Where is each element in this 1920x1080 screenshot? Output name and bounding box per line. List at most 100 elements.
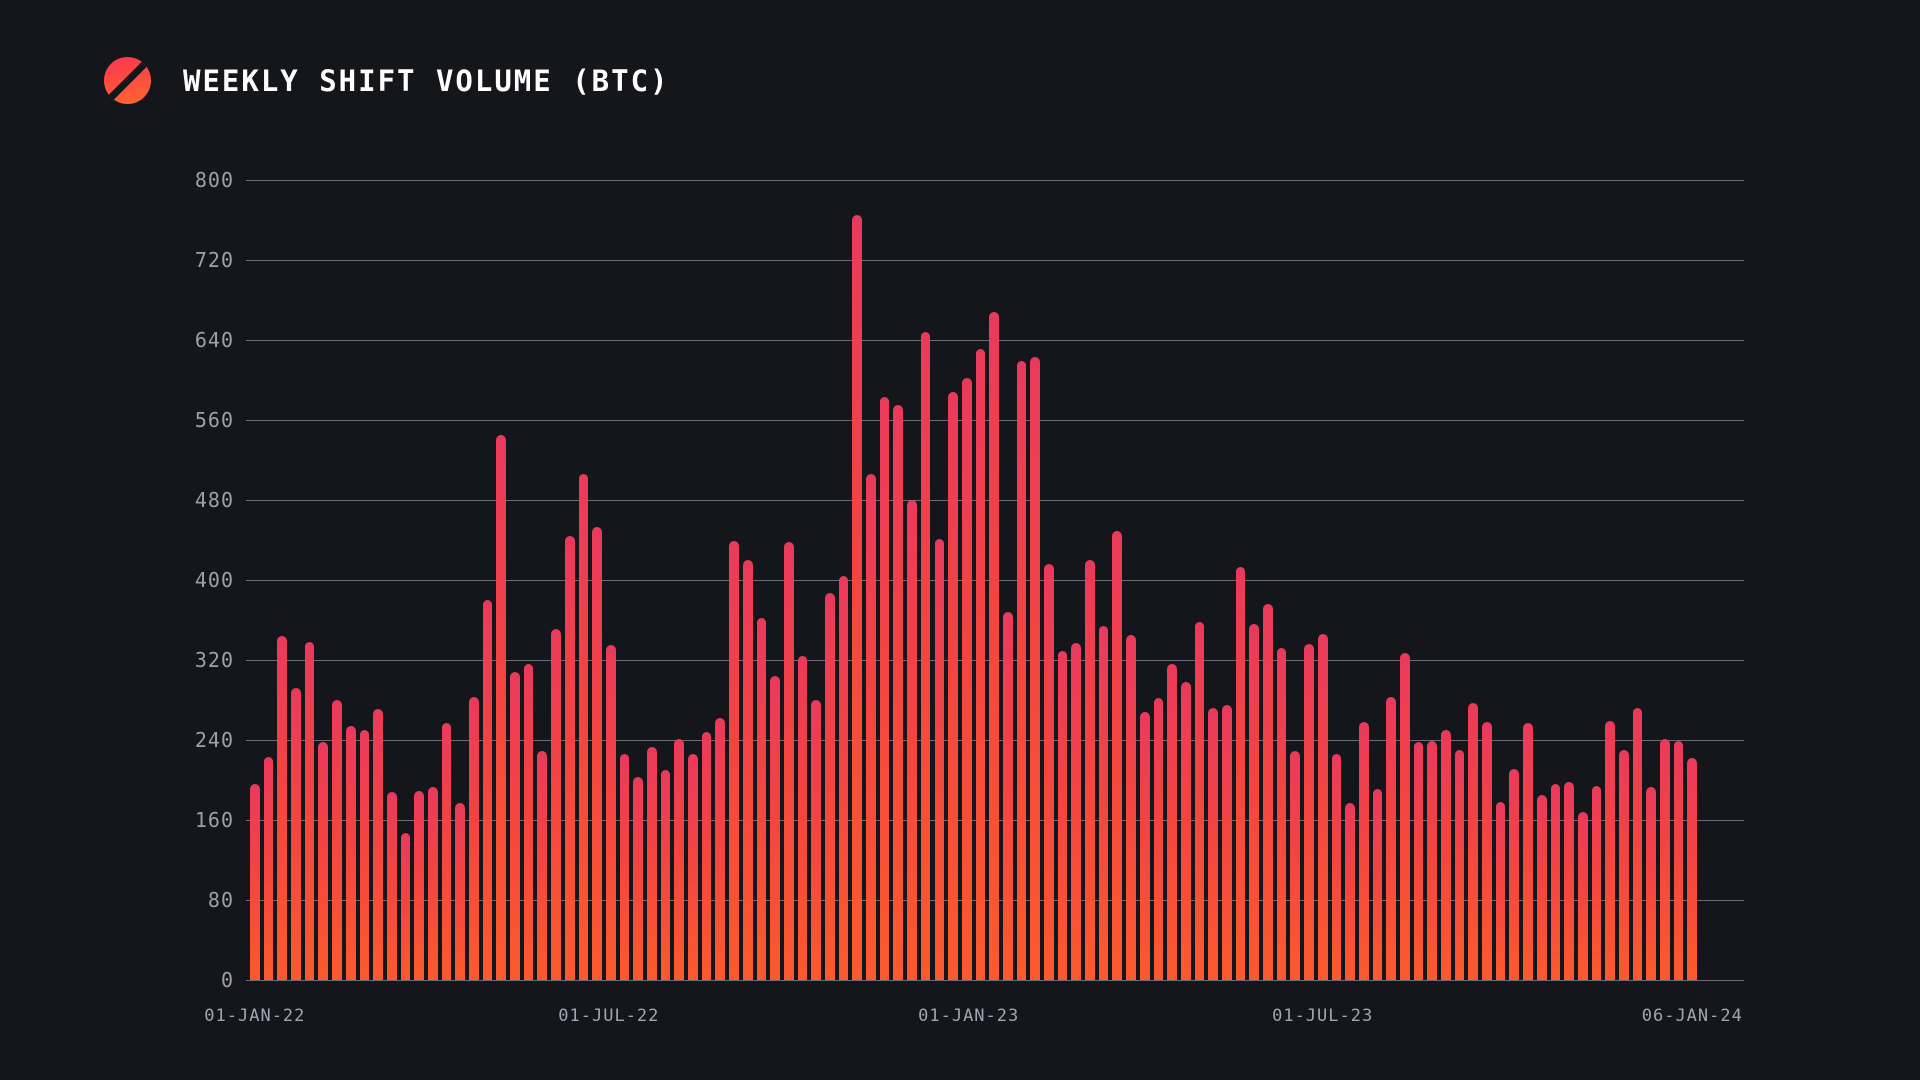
bar-week-2[interactable] bbox=[277, 636, 288, 980]
bar-week-100[interactable] bbox=[1619, 750, 1629, 980]
bar-week-92[interactable] bbox=[1509, 769, 1520, 980]
bar-week-14[interactable] bbox=[441, 723, 452, 980]
bar-week-8[interactable] bbox=[359, 730, 370, 980]
bar-week-84[interactable] bbox=[1399, 653, 1410, 980]
bar-week-48[interactable] bbox=[907, 500, 917, 980]
bar-week-68[interactable] bbox=[1180, 682, 1191, 980]
bar-week-43[interactable] bbox=[838, 576, 849, 980]
bar-week-96[interactable] bbox=[1564, 782, 1574, 980]
bar-week-40[interactable] bbox=[797, 656, 808, 980]
bar-week-27[interactable] bbox=[619, 754, 630, 980]
bar-week-38[interactable] bbox=[770, 676, 780, 980]
bar-week-105[interactable] bbox=[1687, 758, 1698, 980]
bar-week-82[interactable] bbox=[1372, 789, 1383, 980]
bar-week-103[interactable] bbox=[1660, 739, 1670, 980]
bar-week-53[interactable] bbox=[975, 349, 986, 980]
bar-week-47[interactable] bbox=[893, 405, 904, 980]
bar-week-91[interactable] bbox=[1495, 802, 1506, 980]
bar-week-36[interactable] bbox=[742, 560, 753, 980]
bar-week-10[interactable] bbox=[386, 792, 397, 980]
bar-week-51[interactable] bbox=[948, 392, 958, 980]
bar-week-76[interactable] bbox=[1290, 751, 1301, 980]
bar-week-98[interactable] bbox=[1591, 786, 1602, 980]
bar-week-93[interactable] bbox=[1523, 723, 1533, 980]
bar-week-74[interactable] bbox=[1263, 604, 1273, 980]
bar-week-85[interactable] bbox=[1413, 742, 1424, 980]
bar-week-99[interactable] bbox=[1605, 721, 1615, 980]
bar-week-12[interactable] bbox=[414, 791, 424, 980]
bar-week-9[interactable] bbox=[373, 709, 383, 980]
bar-week-52[interactable] bbox=[961, 378, 972, 980]
bar-week-57[interactable] bbox=[1030, 357, 1041, 980]
bar-week-35[interactable] bbox=[729, 541, 739, 980]
bar-week-46[interactable] bbox=[879, 397, 890, 980]
bar-week-15[interactable] bbox=[455, 803, 466, 980]
bar-week-0[interactable] bbox=[250, 784, 260, 980]
bar-week-94[interactable] bbox=[1536, 795, 1547, 980]
bar-week-45[interactable] bbox=[866, 474, 876, 980]
bar-week-6[interactable] bbox=[332, 700, 342, 980]
bar-week-71[interactable] bbox=[1221, 705, 1232, 980]
bar-week-55[interactable] bbox=[1002, 612, 1013, 980]
bar-week-61[interactable] bbox=[1085, 560, 1095, 980]
bar-week-42[interactable] bbox=[824, 593, 835, 980]
bar-week-81[interactable] bbox=[1358, 722, 1369, 980]
bar-week-56[interactable] bbox=[1016, 361, 1027, 980]
bar-week-20[interactable] bbox=[523, 664, 534, 980]
bar-week-24[interactable] bbox=[578, 474, 589, 980]
bar-week-18[interactable] bbox=[496, 435, 507, 980]
bar-week-95[interactable] bbox=[1550, 784, 1561, 980]
bar-week-65[interactable] bbox=[1139, 712, 1150, 980]
bar-week-101[interactable] bbox=[1632, 708, 1643, 980]
bar-week-3[interactable] bbox=[291, 688, 301, 980]
bar-week-17[interactable] bbox=[482, 600, 493, 980]
bar-week-102[interactable] bbox=[1646, 787, 1657, 980]
bar-week-7[interactable] bbox=[345, 726, 356, 980]
bar-week-31[interactable] bbox=[674, 739, 685, 980]
bar-week-5[interactable] bbox=[318, 742, 329, 980]
bar-week-32[interactable] bbox=[688, 754, 698, 980]
bar-week-89[interactable] bbox=[1468, 703, 1479, 980]
bar-week-58[interactable] bbox=[1044, 564, 1054, 980]
bar-week-26[interactable] bbox=[605, 645, 616, 980]
bar-week-37[interactable] bbox=[756, 618, 767, 980]
bar-week-28[interactable] bbox=[633, 777, 643, 980]
bar-week-69[interactable] bbox=[1194, 622, 1205, 980]
bar-week-22[interactable] bbox=[551, 629, 561, 980]
bar-week-97[interactable] bbox=[1577, 812, 1588, 980]
bar-week-86[interactable] bbox=[1427, 741, 1438, 980]
bar-week-54[interactable] bbox=[989, 312, 999, 980]
bar-week-25[interactable] bbox=[592, 527, 602, 980]
bar-week-4[interactable] bbox=[304, 642, 315, 980]
bar-week-33[interactable] bbox=[701, 732, 712, 980]
bar-week-13[interactable] bbox=[427, 787, 438, 980]
bar-week-16[interactable] bbox=[469, 697, 479, 980]
bar-week-90[interactable] bbox=[1482, 722, 1492, 980]
bar-week-39[interactable] bbox=[783, 542, 794, 980]
bar-week-11[interactable] bbox=[400, 833, 411, 980]
bar-week-29[interactable] bbox=[647, 747, 657, 980]
bar-week-34[interactable] bbox=[715, 718, 726, 980]
bar-week-67[interactable] bbox=[1167, 664, 1177, 980]
bar-week-77[interactable] bbox=[1304, 644, 1314, 980]
bar-week-88[interactable] bbox=[1454, 750, 1465, 980]
bar-week-80[interactable] bbox=[1345, 803, 1355, 980]
bar-week-72[interactable] bbox=[1235, 567, 1246, 980]
bar-week-104[interactable] bbox=[1673, 741, 1684, 980]
bar-week-79[interactable] bbox=[1331, 754, 1342, 980]
bar-week-19[interactable] bbox=[510, 672, 520, 980]
bar-week-66[interactable] bbox=[1153, 698, 1164, 980]
bar-week-62[interactable] bbox=[1098, 626, 1109, 980]
bar-week-30[interactable] bbox=[660, 770, 671, 980]
bar-week-50[interactable] bbox=[934, 539, 945, 980]
bar-week-70[interactable] bbox=[1208, 708, 1218, 980]
bar-week-49[interactable] bbox=[920, 332, 931, 980]
bar-week-21[interactable] bbox=[537, 751, 548, 980]
bar-week-64[interactable] bbox=[1126, 635, 1136, 980]
bar-week-41[interactable] bbox=[811, 700, 821, 980]
bar-week-59[interactable] bbox=[1057, 651, 1068, 980]
bar-week-1[interactable] bbox=[263, 757, 274, 980]
bar-week-78[interactable] bbox=[1317, 634, 1328, 980]
bar-week-75[interactable] bbox=[1276, 648, 1287, 980]
bar-week-23[interactable] bbox=[564, 536, 575, 980]
